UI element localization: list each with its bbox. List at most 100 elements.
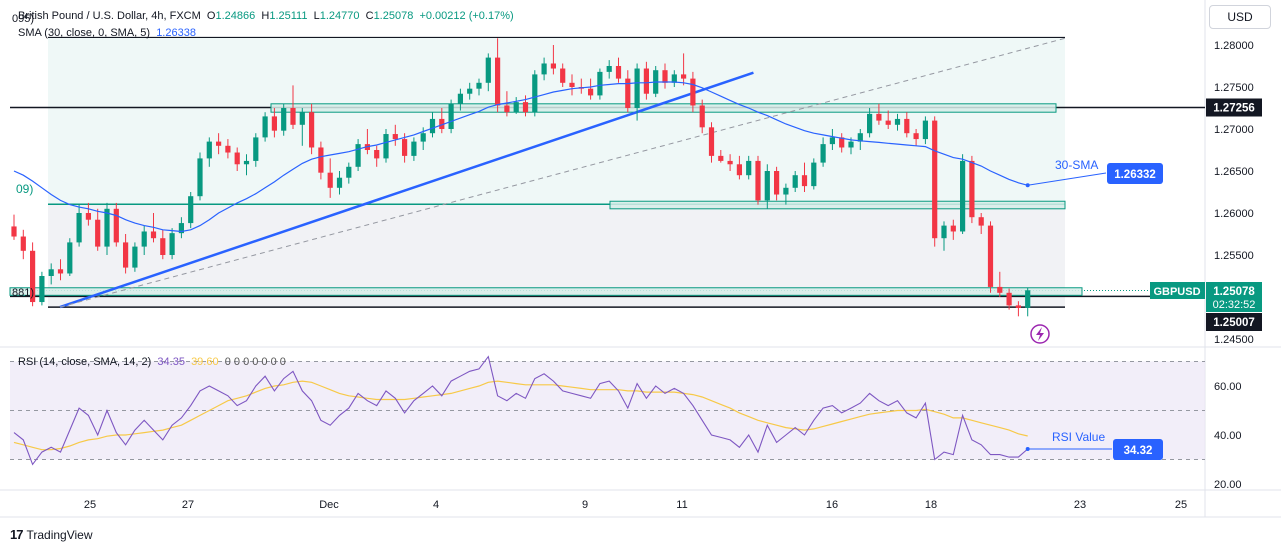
candle-body (281, 108, 287, 131)
resistance-tag-box (1206, 98, 1262, 117)
rsi-tick-label: 40.00 (1214, 430, 1242, 442)
candle (383, 129, 389, 163)
candle-body (597, 71, 603, 96)
price-tick-label: 1.25500 (1214, 250, 1254, 262)
candle (1006, 288, 1012, 310)
candle-body (495, 57, 501, 106)
candle-body (662, 70, 668, 83)
resistance-tag: 1.27256 (1213, 102, 1255, 114)
candle (57, 259, 64, 281)
candle (755, 155, 761, 205)
candle (913, 129, 919, 146)
candle-body (839, 137, 845, 148)
candle (95, 208, 101, 251)
candle-body (197, 158, 203, 197)
candle-body (262, 116, 268, 138)
candle (448, 99, 454, 134)
sma-callout-value: 1.26332 (1114, 169, 1156, 181)
candle-body (299, 112, 305, 125)
candle (197, 152, 203, 201)
candle-body (829, 137, 835, 145)
time-tick-label: 16 (826, 499, 838, 511)
candle-body (588, 88, 594, 96)
candle (569, 74, 575, 96)
candle (271, 108, 277, 138)
candle (811, 158, 817, 190)
candle-body (978, 217, 984, 226)
candle (941, 221, 947, 251)
candle (225, 139, 231, 159)
rsi-legend[interactable]: RSI (14, close, SMA, 14, 2) 34.35 39.60 … (18, 356, 286, 369)
candle (522, 95, 529, 117)
rsi-tick-label: 60.00 (1214, 381, 1242, 393)
candle (634, 63, 640, 121)
price-tick-label: 1.24500 (1214, 334, 1254, 346)
tradingview-mark-icon: 17 (10, 527, 24, 542)
candle-body (178, 223, 184, 234)
candle (457, 88, 463, 111)
candle-body (30, 250, 36, 303)
candle-body (820, 144, 826, 163)
candle-body (383, 134, 389, 159)
candle (746, 155, 752, 180)
candle (736, 155, 742, 180)
candle (169, 228, 175, 260)
legend-pair: British Pound / U.S. Dollar, 4h, FXCM (18, 10, 201, 22)
currency-button[interactable]: USD (1209, 5, 1271, 29)
candle (960, 154, 966, 234)
rsi-legend-value: 34.35 (157, 356, 185, 368)
candle-body (234, 152, 240, 165)
candle (922, 116, 928, 145)
candle-body (569, 82, 575, 87)
candle-body (206, 141, 212, 159)
symbol-tag-box (1150, 282, 1205, 299)
candle (560, 63, 566, 87)
candle (532, 70, 538, 117)
sr-zone (9, 287, 1083, 296)
sma-layer: 30-SMA 1.26332 (13, 81, 1163, 233)
candle (987, 221, 994, 293)
candle (820, 137, 826, 167)
candle-body (625, 78, 631, 108)
candle (885, 110, 891, 129)
rsi-sma-legend-value: 39.60 (191, 356, 219, 368)
lightning-icon[interactable] (1030, 324, 1050, 344)
candle (309, 103, 315, 155)
candle (978, 213, 984, 234)
candle-body (467, 88, 473, 94)
legend-change: +0.00212 (+0.17%) (419, 10, 514, 22)
candle (708, 122, 715, 163)
candle-body (708, 127, 715, 156)
candle (876, 103, 882, 125)
countdown-tag: 02:32:52 (1213, 299, 1256, 311)
candle (541, 57, 547, 81)
candle-body (848, 141, 854, 148)
candle (699, 99, 705, 134)
candle-body (922, 120, 928, 140)
candle (336, 171, 343, 195)
candle (997, 271, 1003, 297)
candle-body (76, 213, 82, 243)
candle (411, 137, 417, 161)
candle-body (411, 141, 417, 156)
candle (243, 154, 250, 176)
tradingview-logo[interactable]: 17 TradingView (10, 527, 93, 542)
candle-body (615, 66, 622, 79)
candle (85, 202, 91, 226)
price-tick-label: 1.27000 (1214, 124, 1254, 136)
candle (829, 129, 835, 150)
sma-callout-line (1027, 172, 1107, 186)
candle (132, 242, 138, 272)
candle (439, 108, 445, 134)
candle (402, 133, 408, 163)
candle-body (253, 137, 259, 161)
legend-open: 1.24866 (215, 10, 256, 22)
candle-body (402, 139, 408, 156)
candle-body (1025, 290, 1031, 308)
rsi-callout-label: RSI Value (1052, 430, 1105, 444)
candle (355, 139, 361, 171)
candle-body (699, 105, 705, 128)
candle (76, 204, 82, 247)
sma-legend[interactable]: SMA (30, close, 0, SMA, 5) 1.26338 (18, 27, 196, 40)
candle-body (522, 102, 529, 113)
